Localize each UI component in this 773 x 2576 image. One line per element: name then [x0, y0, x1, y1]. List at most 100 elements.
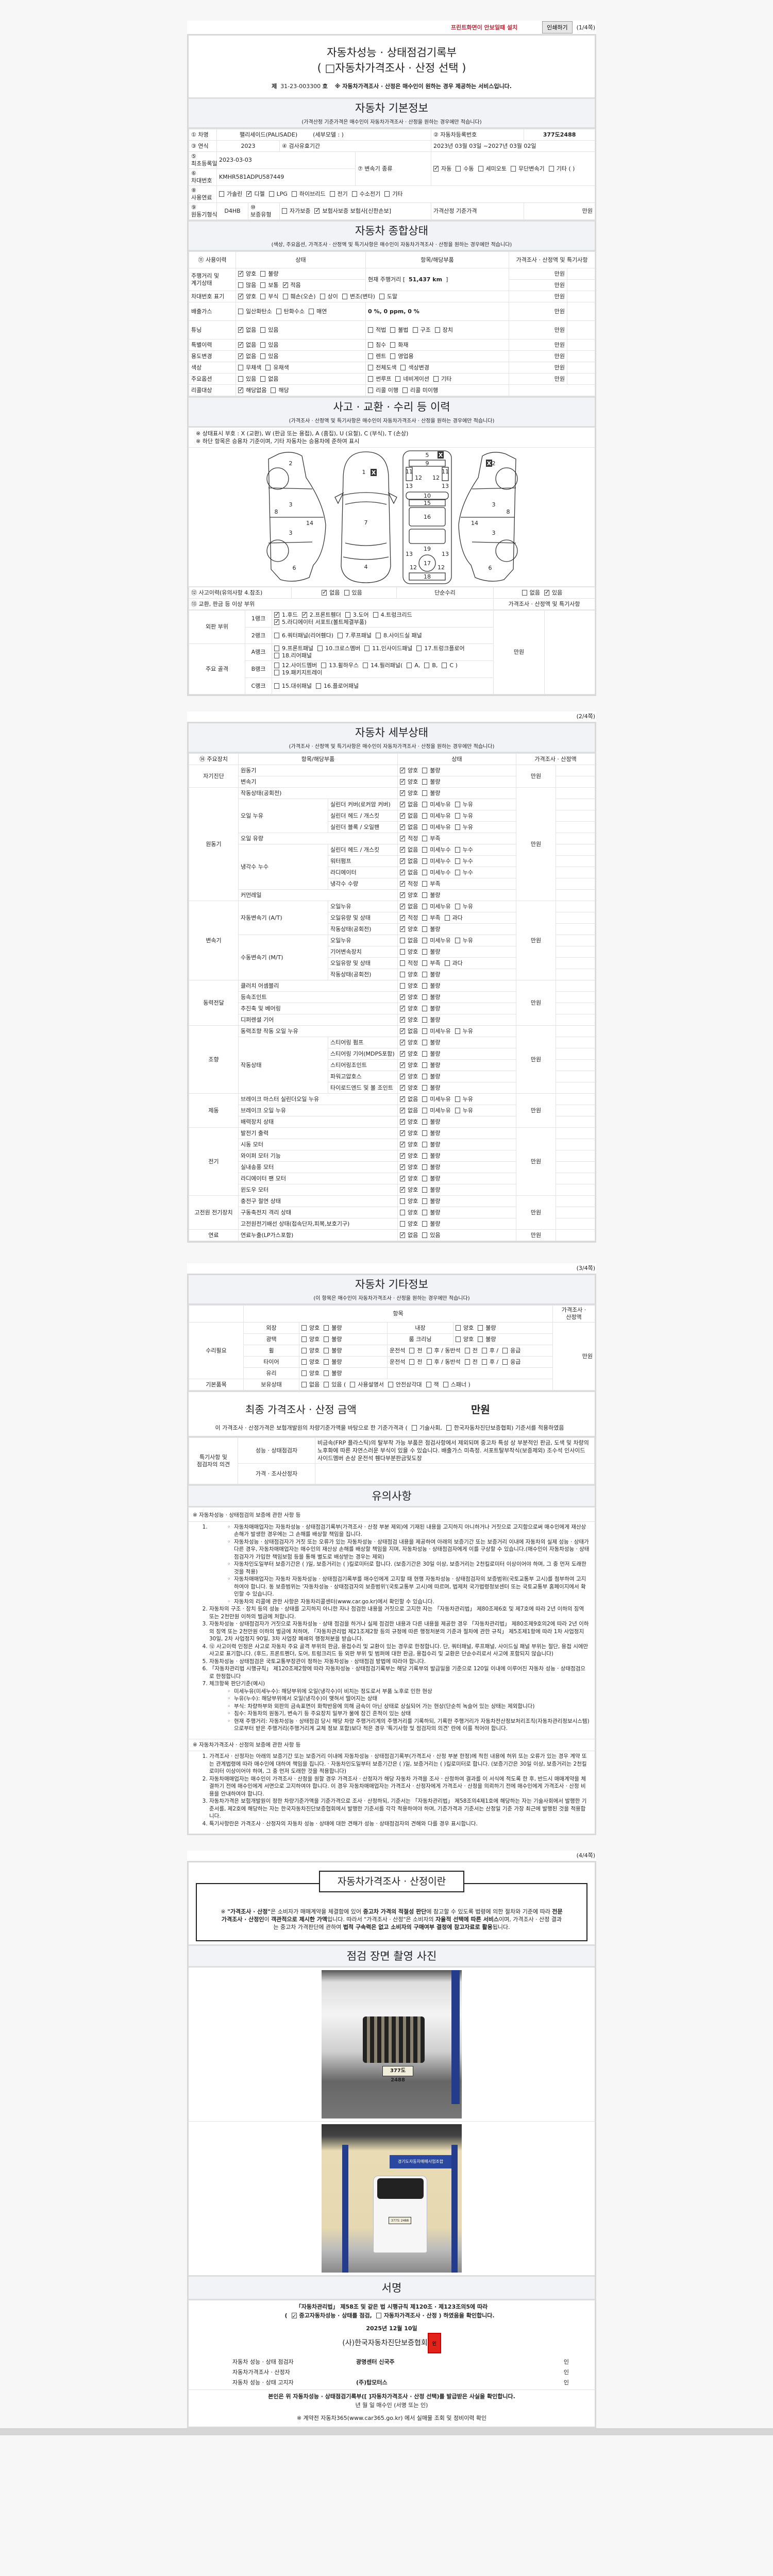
checkbox[interactable]: [338, 632, 343, 638]
checkbox[interactable]: [274, 646, 279, 651]
checkbox[interactable]: [351, 191, 357, 197]
checkbox[interactable]: [422, 1130, 428, 1136]
print-button[interactable]: 인쇄하기: [542, 21, 573, 33]
checkbox[interactable]: [368, 353, 373, 359]
checkbox[interactable]: [422, 982, 428, 989]
checkbox[interactable]: [390, 353, 396, 359]
checkbox[interactable]: [260, 293, 266, 299]
checkbox[interactable]: [422, 960, 428, 966]
checkbox-checked[interactable]: [400, 1039, 405, 1046]
checkbox[interactable]: [402, 387, 408, 393]
checkbox[interactable]: [321, 663, 327, 668]
checkbox-checked[interactable]: [400, 778, 405, 785]
checkbox[interactable]: [301, 1336, 307, 1342]
checkbox[interactable]: [301, 1347, 307, 1353]
checkbox[interactable]: [376, 632, 381, 638]
checkbox-checked[interactable]: [400, 993, 405, 1001]
checkbox[interactable]: [412, 327, 418, 333]
checkbox-checked[interactable]: [238, 352, 243, 360]
checkbox[interactable]: [219, 191, 224, 197]
checkbox[interactable]: [407, 663, 412, 668]
checkbox[interactable]: [265, 364, 271, 370]
checkbox[interactable]: [422, 1016, 428, 1023]
checkbox[interactable]: [455, 1096, 460, 1102]
checkbox[interactable]: [422, 1141, 428, 1147]
checkbox-checked[interactable]: [400, 903, 405, 910]
checkbox-checked[interactable]: [400, 801, 405, 808]
checkbox[interactable]: [422, 937, 428, 943]
checkbox-checked[interactable]: [400, 1107, 405, 1114]
checkbox[interactable]: [478, 165, 483, 172]
checkbox-checked[interactable]: [400, 869, 405, 876]
checkbox-checked[interactable]: [400, 846, 405, 853]
checkbox[interactable]: [422, 948, 428, 955]
checkbox-checked[interactable]: [400, 857, 405, 865]
checkbox[interactable]: [446, 1425, 451, 1431]
car365-notice[interactable]: ※ 계약전 자동차365(www.car365.go.kr) 에서 실매물 조회…: [296, 2415, 487, 2421]
checkbox[interactable]: [400, 1221, 405, 1227]
checkbox[interactable]: [324, 1336, 329, 1342]
checkbox[interactable]: [324, 1359, 329, 1365]
checkbox[interactable]: [238, 308, 243, 314]
checkbox[interactable]: [315, 683, 321, 689]
checkbox[interactable]: [422, 914, 428, 921]
checkbox[interactable]: [433, 376, 439, 382]
checkbox[interactable]: [444, 960, 450, 966]
checkbox[interactable]: [400, 1198, 405, 1204]
checkbox[interactable]: [422, 926, 428, 932]
checkbox[interactable]: [238, 364, 243, 370]
checkbox[interactable]: [443, 1381, 448, 1387]
checkbox[interactable]: [464, 1359, 470, 1365]
checkbox[interactable]: [301, 1325, 307, 1331]
checkbox[interactable]: [390, 342, 396, 348]
checkbox[interactable]: [317, 646, 323, 651]
checkbox[interactable]: [422, 971, 428, 977]
print-install-link[interactable]: 프린트화면이 안보일때 설치: [451, 24, 518, 31]
checkbox[interactable]: [422, 1084, 428, 1091]
checkbox[interactable]: [422, 835, 428, 841]
checkbox[interactable]: [400, 364, 406, 370]
checkbox[interactable]: [422, 858, 428, 864]
checkbox[interactable]: [368, 342, 373, 348]
checkbox[interactable]: [481, 1347, 487, 1353]
checkbox[interactable]: [268, 191, 274, 197]
checkbox[interactable]: [400, 937, 405, 943]
checkbox[interactable]: [478, 1336, 483, 1342]
checkbox-checked[interactable]: [400, 835, 405, 842]
checkbox-checked[interactable]: [400, 1129, 405, 1137]
checkbox-checked[interactable]: [314, 207, 320, 214]
checkbox[interactable]: [260, 376, 266, 382]
checkbox-checked[interactable]: [400, 1084, 405, 1091]
checkbox[interactable]: [274, 683, 279, 689]
checkbox[interactable]: [456, 1336, 461, 1342]
checkbox[interactable]: [395, 376, 401, 382]
checkbox[interactable]: [373, 612, 378, 618]
checkbox[interactable]: [455, 903, 460, 909]
checkbox[interactable]: [455, 824, 460, 830]
checkbox[interactable]: [522, 589, 527, 596]
checkbox[interactable]: [422, 1039, 428, 1045]
checkbox[interactable]: [324, 1347, 329, 1353]
checkbox[interactable]: [455, 846, 460, 853]
checkbox[interactable]: [422, 880, 428, 887]
checkbox-checked[interactable]: [400, 789, 405, 796]
checkbox[interactable]: [301, 1359, 307, 1365]
checkbox[interactable]: [455, 858, 460, 864]
checkbox[interactable]: [422, 846, 428, 853]
checkbox-checked[interactable]: [400, 1175, 405, 1182]
checkbox-checked[interactable]: [400, 891, 405, 899]
checkbox[interactable]: [238, 282, 243, 288]
checkbox[interactable]: [260, 327, 266, 333]
checkbox-checked[interactable]: [291, 2312, 297, 2320]
checkbox-checked[interactable]: [238, 293, 243, 300]
checkbox[interactable]: [350, 1381, 356, 1387]
checkbox[interactable]: [409, 1347, 415, 1353]
checkbox-checked[interactable]: [400, 1095, 405, 1103]
checkbox[interactable]: [422, 801, 428, 807]
checkbox-checked[interactable]: [238, 341, 243, 348]
checkbox[interactable]: [291, 191, 297, 197]
checkbox[interactable]: [426, 1347, 432, 1353]
checkbox-checked[interactable]: [433, 165, 439, 172]
checkbox[interactable]: [271, 387, 276, 393]
checkbox-checked[interactable]: [246, 190, 252, 197]
